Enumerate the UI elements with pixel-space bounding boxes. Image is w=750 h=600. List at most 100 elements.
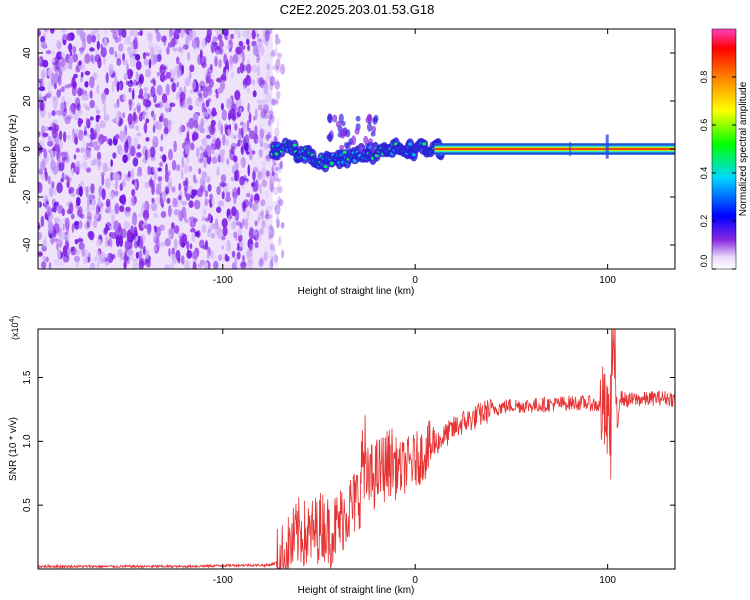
track-scatter [327, 132, 333, 143]
noise-speckle [217, 154, 222, 163]
noise-speckle [218, 59, 222, 69]
noise-speckle [231, 206, 237, 217]
noise-speckle [227, 128, 231, 136]
noise-speckle [81, 161, 88, 170]
noise-speckle [230, 176, 235, 182]
noise-speckle [58, 239, 63, 247]
noise-speckle [244, 217, 249, 230]
noise-speckle [86, 221, 90, 228]
noise-speckle [184, 162, 188, 175]
noise-speckle [78, 220, 83, 229]
noise-speckle [192, 112, 199, 122]
noise-speckle [43, 95, 47, 102]
noise-speckle [69, 103, 75, 115]
noise-speckle [221, 109, 227, 121]
noise-speckle [85, 117, 89, 128]
noise-speckle [93, 219, 98, 229]
noise-speckle [264, 92, 272, 104]
noise-speckle [222, 226, 228, 237]
noise-speckle [266, 63, 271, 71]
noise-speckle [173, 238, 178, 250]
noise-speckle [265, 203, 271, 213]
noise-speckle [64, 116, 71, 125]
noise-speckle [48, 126, 53, 131]
noise-speckle [156, 71, 161, 77]
noise-speckle [121, 180, 126, 188]
noise-speckle [64, 217, 70, 230]
track-scatter [339, 144, 345, 150]
noise-speckle [207, 184, 212, 192]
noise-speckle [65, 62, 70, 70]
noise-speckle [89, 262, 96, 269]
noise-speckle [268, 119, 271, 127]
noise-speckle [266, 134, 270, 142]
noise-speckle [165, 83, 170, 96]
noise-speckle [101, 135, 108, 142]
noise-speckle [91, 204, 96, 211]
noise-speckle [243, 142, 249, 151]
noise-speckle [112, 152, 117, 159]
noise-speckle [55, 59, 62, 70]
noise-speckle [192, 250, 198, 260]
noise-speckle [51, 58, 56, 63]
y-tick-label: 0.5 [22, 498, 33, 512]
noise-speckle [277, 197, 282, 205]
noise-speckle [209, 193, 214, 199]
noise-speckle [138, 73, 144, 85]
noise-speckle [216, 186, 221, 195]
noise-speckle [142, 209, 150, 221]
noise-speckle [104, 29, 108, 36]
noise-speckle [84, 248, 88, 260]
spectrogram-content [38, 29, 675, 269]
noise-speckle [280, 160, 283, 170]
noise-speckle [53, 72, 60, 84]
noise-speckle [150, 202, 157, 212]
noise-speckle [171, 186, 176, 193]
noise-speckle [42, 132, 49, 137]
noise-speckle [131, 195, 137, 206]
noise-speckle [61, 86, 65, 93]
noise-speckle [186, 240, 190, 250]
noise-speckle [178, 62, 182, 71]
noise-speckle [257, 216, 261, 223]
noise-speckle [96, 158, 102, 171]
noise-speckle [74, 221, 79, 226]
noise-speckle [45, 50, 52, 55]
noise-speckle [138, 220, 145, 232]
noise-speckle [246, 263, 253, 269]
noise-speckle [183, 180, 189, 192]
noise-speckle [73, 73, 78, 79]
noise-speckle [277, 52, 283, 58]
noise-speckle [233, 231, 238, 239]
noise-speckle [100, 47, 107, 58]
noise-speckle [74, 255, 80, 263]
noise-speckle [154, 103, 160, 108]
noise-speckle [103, 103, 107, 115]
noise-speckle [202, 206, 206, 218]
noise-speckle [117, 226, 121, 234]
noise-speckle [244, 29, 251, 41]
noise-speckle [237, 134, 242, 140]
noise-speckle [153, 171, 158, 181]
noise-speckle [73, 154, 77, 160]
snr-scale-prefix: (x10 [10, 322, 20, 340]
noise-speckle [97, 197, 101, 204]
colorbar-tick-label: 0.2 [699, 215, 709, 228]
x-tick-label: 100 [599, 275, 616, 286]
noise-speckle [264, 251, 268, 262]
noise-speckle [101, 188, 106, 200]
noise-speckle [75, 65, 78, 73]
noise-speckle [156, 197, 159, 206]
noise-speckle [199, 157, 204, 163]
noise-speckle [60, 178, 63, 183]
noise-speckle [265, 37, 269, 47]
noise-speckle [202, 89, 209, 99]
noise-speckle [250, 194, 254, 203]
noise-speckle [147, 165, 152, 176]
noise-speckle [123, 260, 127, 269]
noise-speckle [58, 130, 63, 141]
noise-speckle [266, 214, 273, 219]
noise-speckle [272, 65, 279, 71]
noise-speckle [61, 157, 65, 167]
noise-speckle [182, 98, 189, 110]
